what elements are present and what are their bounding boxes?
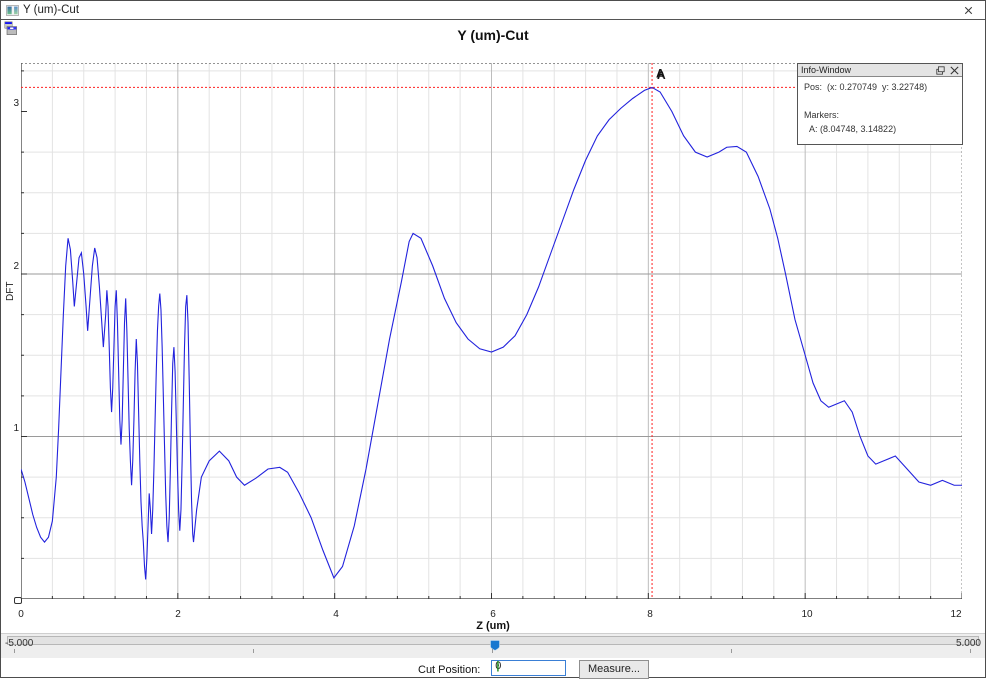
svg-text:A: A [656,66,665,80]
